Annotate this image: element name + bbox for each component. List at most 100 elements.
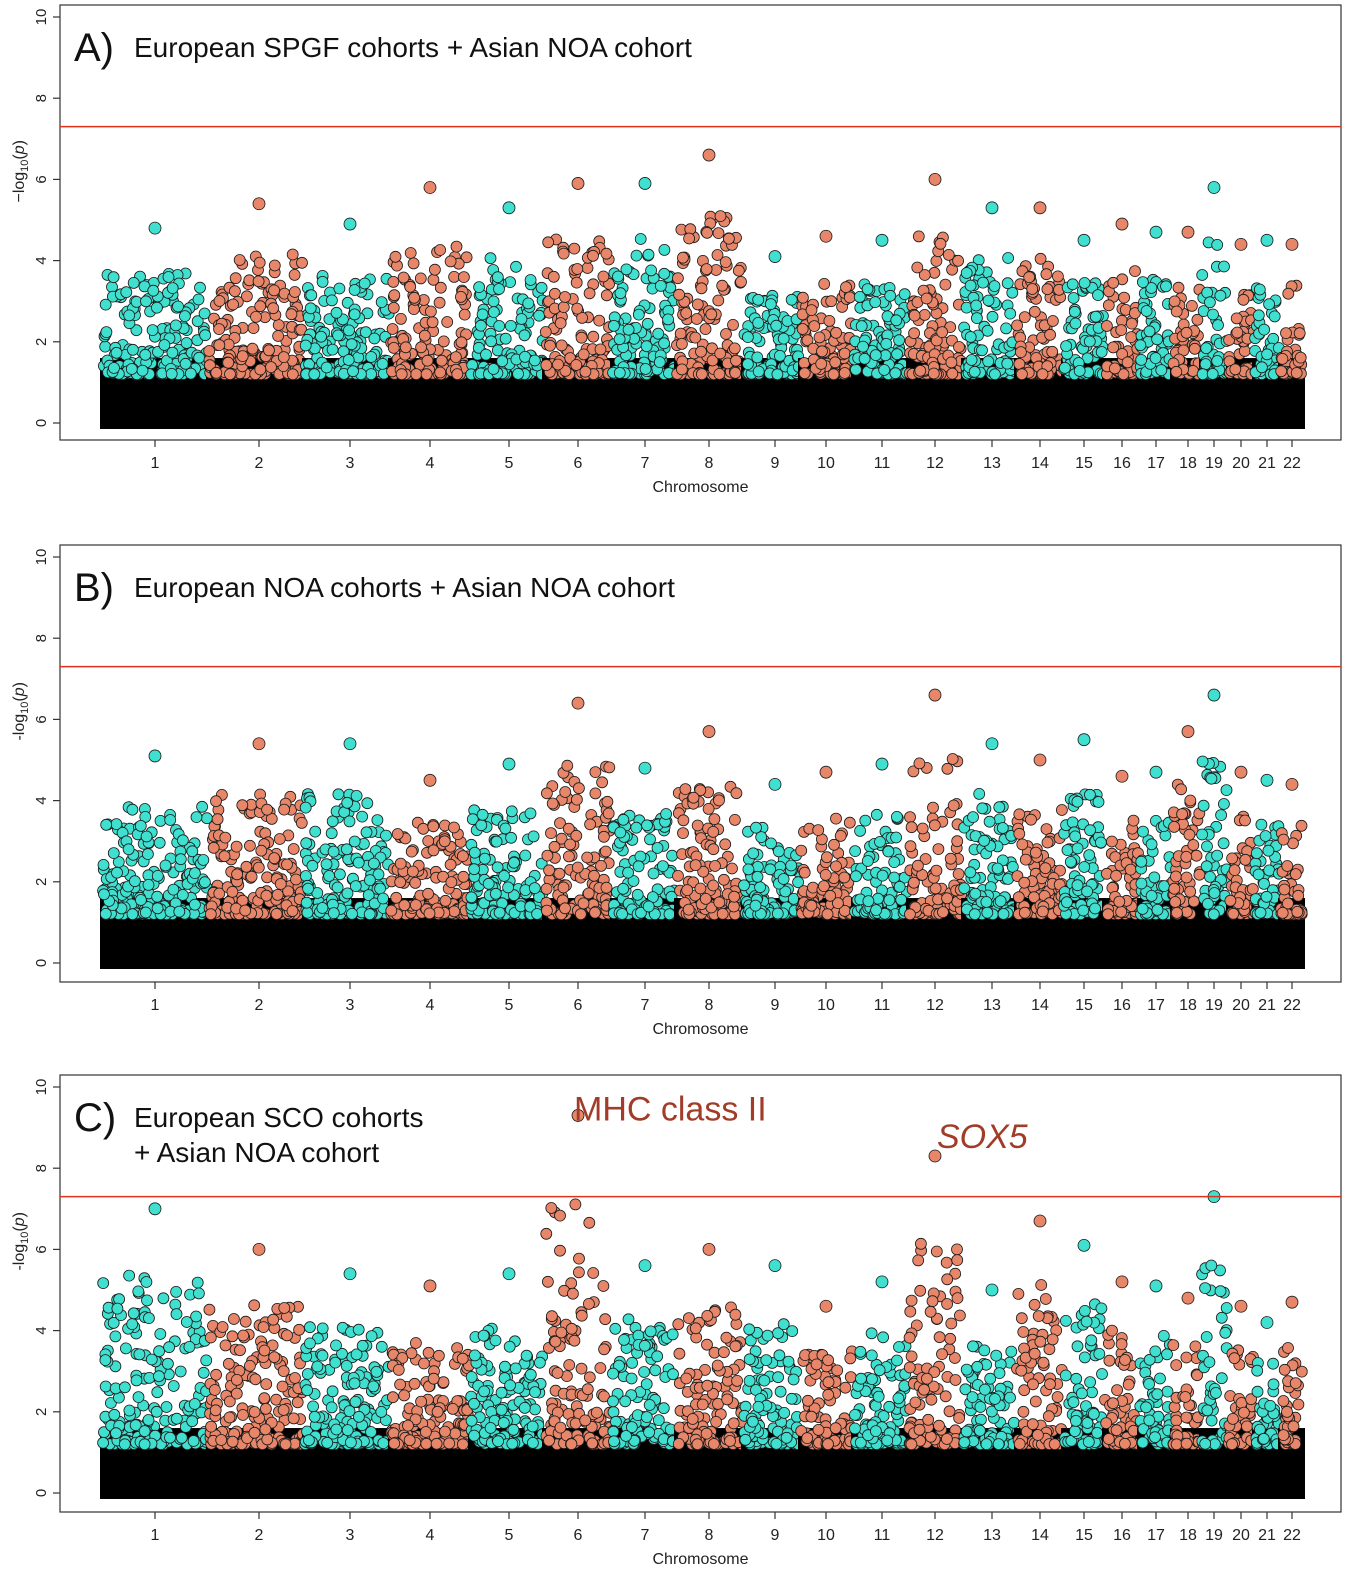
snp-point bbox=[1196, 828, 1208, 841]
chromosome-3-peak bbox=[343, 737, 357, 751]
snp-point bbox=[253, 256, 266, 269]
snp-point bbox=[982, 355, 995, 368]
snp-point bbox=[1252, 309, 1265, 322]
snp-point bbox=[108, 362, 120, 374]
snp-point bbox=[639, 363, 652, 375]
y-tick-label: 0 bbox=[33, 1489, 50, 1497]
snp-point bbox=[727, 318, 739, 331]
snp-point bbox=[409, 899, 422, 911]
snp-point bbox=[547, 270, 560, 283]
snp-point bbox=[417, 822, 430, 835]
snp-point bbox=[204, 908, 217, 921]
snp-point bbox=[224, 368, 236, 381]
snp-point bbox=[420, 368, 433, 381]
snp-point bbox=[589, 787, 602, 800]
snp-point bbox=[288, 268, 301, 281]
snp-point bbox=[982, 294, 995, 307]
snp-point bbox=[874, 836, 886, 848]
snp-point bbox=[1135, 877, 1148, 890]
snp-point bbox=[716, 908, 729, 920]
snp-point bbox=[349, 1396, 362, 1408]
snp-point bbox=[939, 278, 952, 291]
snp-point bbox=[654, 279, 667, 292]
chromosome-4-peak bbox=[423, 773, 437, 787]
snp-point bbox=[515, 313, 528, 325]
snp-point bbox=[119, 1381, 131, 1394]
snp-point bbox=[478, 852, 491, 865]
chromosome-7-points bbox=[607, 761, 681, 969]
chromosome-12-points bbox=[904, 688, 968, 969]
snp-point bbox=[498, 870, 511, 882]
snp-point bbox=[387, 341, 400, 354]
snp-point bbox=[454, 290, 467, 303]
snp-point bbox=[258, 1392, 271, 1405]
snp-point bbox=[302, 882, 315, 895]
snp-point bbox=[480, 348, 492, 361]
snp-point bbox=[1018, 311, 1031, 324]
snp-point bbox=[700, 263, 713, 276]
chromosome-19-peak bbox=[1207, 688, 1221, 702]
snp-point bbox=[204, 1331, 217, 1344]
chromosome-9-peak bbox=[768, 250, 782, 263]
snp-point bbox=[505, 805, 518, 818]
snp-point bbox=[255, 844, 268, 857]
snp-point bbox=[174, 853, 187, 866]
snp-point bbox=[285, 308, 298, 321]
snp-point bbox=[1106, 835, 1118, 848]
snp-point bbox=[1137, 276, 1149, 289]
snp-point bbox=[1208, 887, 1221, 899]
y-tick-label: 8 bbox=[33, 634, 50, 642]
snp-point bbox=[120, 1342, 132, 1355]
snp-point bbox=[316, 1322, 329, 1335]
chromosome-4-peak bbox=[423, 181, 437, 194]
snp-point bbox=[165, 367, 178, 380]
snp-point bbox=[226, 1435, 239, 1448]
snp-point bbox=[300, 837, 313, 850]
snp-point bbox=[99, 1380, 112, 1393]
chromosome-21-peak bbox=[1260, 233, 1274, 247]
snp-point bbox=[951, 835, 964, 848]
snp-point bbox=[564, 838, 576, 851]
snp-point bbox=[1110, 870, 1122, 882]
snp-point bbox=[434, 366, 447, 379]
chromosome-9-points bbox=[738, 777, 805, 969]
snp-point bbox=[977, 276, 989, 289]
snp-point bbox=[801, 334, 814, 347]
chromosome-5-points bbox=[465, 201, 549, 429]
snp-point bbox=[331, 881, 344, 894]
snp-point bbox=[658, 337, 670, 350]
snp-point bbox=[301, 1368, 314, 1380]
snp-point bbox=[689, 331, 702, 344]
snp-point bbox=[142, 879, 155, 891]
snp-point bbox=[1262, 844, 1275, 857]
chromosome-1-peak bbox=[148, 749, 162, 763]
snp-point bbox=[1275, 365, 1288, 378]
snp-point bbox=[173, 905, 186, 918]
snp-point bbox=[989, 368, 1001, 381]
snp-point bbox=[151, 1386, 164, 1399]
snp-point bbox=[254, 363, 267, 376]
snp-point bbox=[426, 316, 439, 329]
chromosome-10-peak bbox=[819, 229, 833, 243]
x-tick-label-chr-19: 19 bbox=[1205, 997, 1223, 1014]
snp-point bbox=[407, 257, 420, 270]
snp-point bbox=[438, 835, 451, 848]
chromosome-4-points bbox=[385, 181, 473, 429]
snp-point bbox=[374, 882, 387, 895]
snp-point bbox=[307, 1400, 320, 1413]
snp-point bbox=[222, 1357, 235, 1370]
snp-point bbox=[559, 364, 572, 377]
snp-point bbox=[1095, 836, 1107, 849]
snp-point bbox=[439, 894, 452, 907]
snp-point bbox=[326, 1385, 339, 1398]
snp-point bbox=[333, 282, 346, 295]
snp-point bbox=[1044, 328, 1056, 341]
snp-point bbox=[770, 319, 783, 332]
snp-point bbox=[347, 365, 359, 378]
snp-point bbox=[707, 826, 720, 838]
snp-point bbox=[118, 1438, 131, 1451]
snp-point bbox=[967, 811, 979, 823]
snp-point bbox=[527, 830, 540, 843]
snp-point bbox=[727, 900, 740, 913]
snp-point bbox=[960, 301, 973, 314]
